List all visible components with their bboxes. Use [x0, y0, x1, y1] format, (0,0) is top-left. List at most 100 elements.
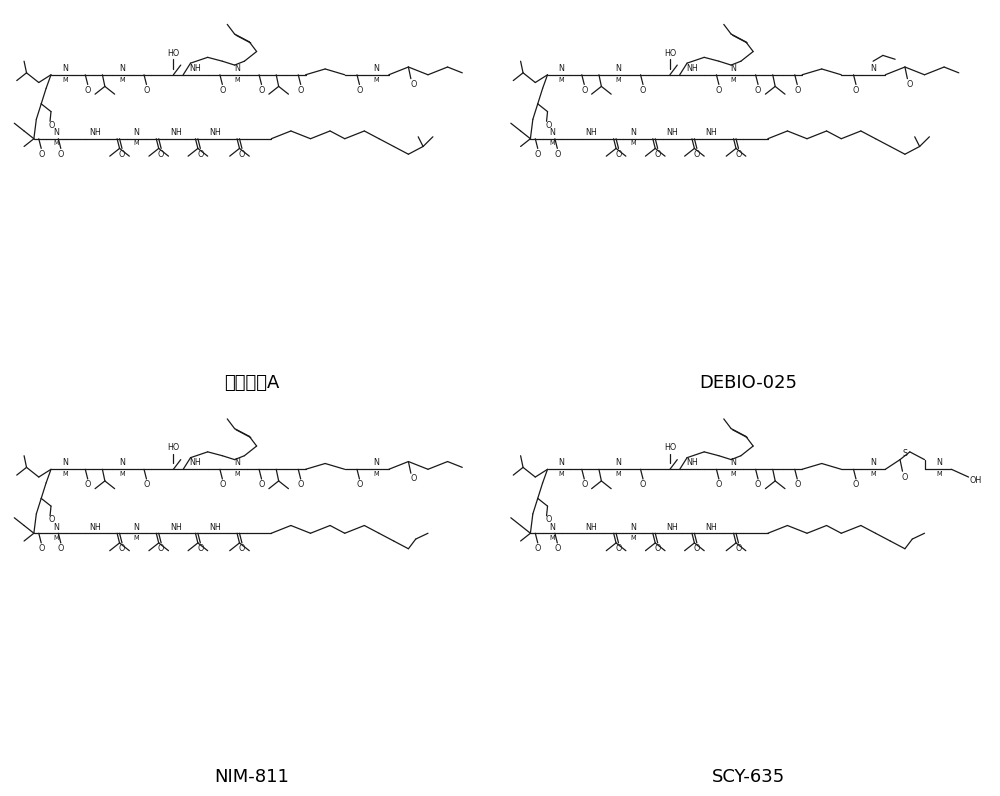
Text: O: O	[197, 150, 204, 158]
Text: N: N	[549, 128, 555, 138]
Text: O: O	[143, 480, 150, 490]
Text: O: O	[853, 86, 859, 95]
Text: O: O	[755, 86, 761, 95]
Text: M: M	[558, 471, 564, 478]
Text: O: O	[298, 86, 304, 95]
Text: NIM-811: NIM-811	[214, 768, 289, 786]
Text: O: O	[239, 150, 245, 158]
Text: HO: HO	[664, 443, 676, 452]
Text: NH: NH	[586, 128, 597, 138]
Text: O: O	[258, 86, 265, 95]
Text: N: N	[731, 64, 737, 72]
Text: O: O	[581, 480, 587, 490]
Text: M: M	[550, 140, 555, 146]
Text: M: M	[134, 535, 139, 541]
Text: M: M	[731, 76, 736, 83]
Text: O: O	[615, 544, 622, 553]
Text: O: O	[640, 480, 646, 490]
Text: M: M	[558, 76, 564, 83]
Text: N: N	[731, 458, 737, 467]
Text: N: N	[558, 64, 564, 72]
Text: O: O	[554, 150, 561, 158]
Text: N: N	[630, 128, 636, 138]
Text: M: M	[53, 140, 59, 146]
Text: NH: NH	[89, 523, 101, 532]
Text: N: N	[234, 64, 240, 72]
Text: O: O	[58, 150, 64, 158]
Text: M: M	[630, 140, 636, 146]
Text: O: O	[535, 150, 541, 158]
Text: NH: NH	[170, 523, 182, 532]
Text: O: O	[545, 515, 552, 525]
Text: N: N	[62, 64, 68, 72]
Text: N: N	[616, 458, 621, 467]
Text: M: M	[550, 535, 555, 541]
Text: O: O	[119, 544, 125, 553]
Text: O: O	[410, 474, 416, 483]
Text: O: O	[735, 544, 742, 553]
Text: NH: NH	[170, 128, 182, 138]
Text: O: O	[158, 544, 164, 553]
Text: SCY-635: SCY-635	[712, 768, 785, 786]
Text: HO: HO	[167, 443, 180, 452]
Text: HO: HO	[167, 49, 180, 58]
Text: 环孢菌素A: 环孢菌素A	[224, 374, 279, 392]
Text: NH: NH	[586, 523, 597, 532]
Text: M: M	[616, 76, 621, 83]
Text: M: M	[234, 471, 240, 478]
Text: O: O	[356, 86, 363, 95]
Text: M: M	[119, 76, 125, 83]
Text: M: M	[53, 535, 59, 541]
Text: N: N	[549, 523, 555, 532]
Text: NH: NH	[667, 523, 678, 532]
Text: N: N	[870, 458, 876, 467]
Text: NH: NH	[190, 458, 201, 467]
Text: NH: NH	[706, 128, 717, 138]
Text: NH: NH	[706, 523, 717, 532]
Text: O: O	[38, 150, 44, 158]
Text: M: M	[234, 76, 240, 83]
Text: N: N	[119, 64, 125, 72]
Text: O: O	[219, 480, 226, 490]
Text: O: O	[615, 150, 622, 158]
Text: NH: NH	[190, 64, 201, 72]
Text: O: O	[258, 480, 265, 490]
Text: O: O	[119, 150, 125, 158]
Text: O: O	[85, 86, 91, 95]
Text: O: O	[554, 544, 561, 553]
Text: M: M	[119, 471, 125, 478]
Text: N: N	[134, 523, 140, 532]
Text: M: M	[134, 140, 139, 146]
Text: HO: HO	[664, 49, 676, 58]
Text: O: O	[735, 150, 742, 158]
Text: O: O	[755, 480, 761, 490]
Text: N: N	[616, 64, 621, 72]
Text: M: M	[616, 471, 621, 478]
Text: DEBIO-025: DEBIO-025	[699, 374, 797, 392]
Text: O: O	[239, 544, 245, 553]
Text: NH: NH	[209, 523, 221, 532]
Text: NH: NH	[667, 128, 678, 138]
Text: O: O	[853, 480, 859, 490]
Text: O: O	[655, 544, 661, 553]
Text: O: O	[716, 480, 722, 490]
Text: N: N	[119, 458, 125, 467]
Text: N: N	[374, 458, 380, 467]
Text: O: O	[716, 86, 722, 95]
Text: O: O	[694, 150, 700, 158]
Text: O: O	[158, 150, 164, 158]
Text: N: N	[53, 523, 59, 532]
Text: O: O	[49, 515, 55, 525]
Text: M: M	[731, 471, 736, 478]
Text: M: M	[630, 535, 636, 541]
Text: NH: NH	[89, 128, 101, 138]
Text: OH: OH	[970, 477, 982, 486]
Text: O: O	[535, 544, 541, 553]
Text: O: O	[794, 480, 800, 490]
Text: O: O	[38, 544, 44, 553]
Text: O: O	[907, 80, 913, 89]
Text: N: N	[558, 458, 564, 467]
Text: O: O	[356, 480, 363, 490]
Text: O: O	[219, 86, 226, 95]
Text: N: N	[870, 64, 876, 72]
